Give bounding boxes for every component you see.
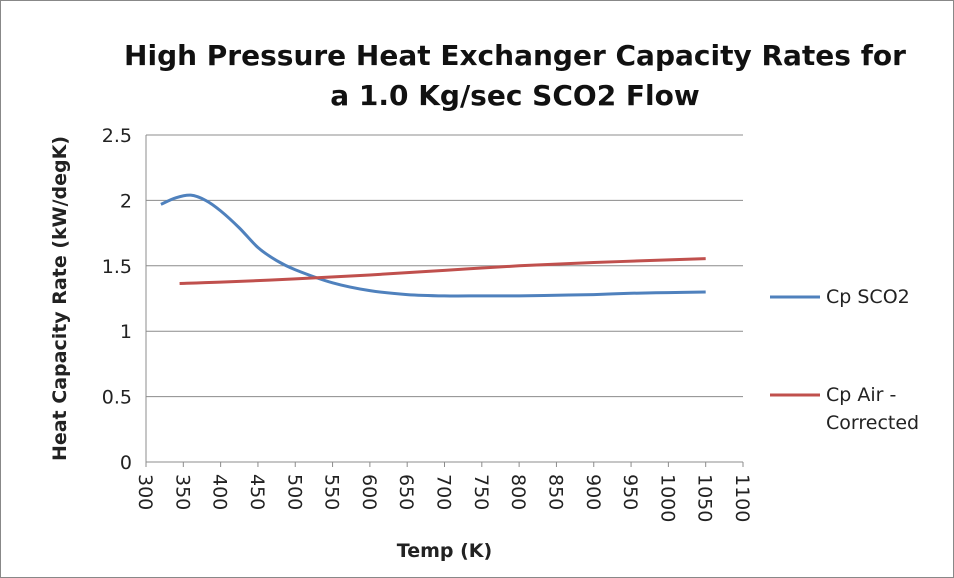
x-tick-label: 600 — [358, 474, 380, 510]
x-tick-label: 1050 — [694, 474, 716, 522]
x-tick-label: 750 — [470, 474, 492, 510]
y-tick-label: 1.5 — [102, 256, 132, 278]
y-tick-label: 0.5 — [102, 387, 132, 409]
x-tick-label: 900 — [582, 474, 604, 510]
x-tick-label: 350 — [171, 474, 193, 510]
x-tick-label: 650 — [395, 474, 417, 510]
x-tick-label: 800 — [507, 474, 529, 510]
x-axis-label: Temp (K) — [397, 540, 492, 562]
line-series — [179, 257, 706, 285]
x-tick-label: 850 — [544, 474, 566, 510]
y-tick-label: 2.5 — [102, 125, 132, 147]
x-tick-label: 1100 — [731, 474, 753, 522]
y-axis-label: Heat Capacity Rate (kW/degK) — [49, 136, 71, 461]
x-tick-label: 1000 — [656, 474, 678, 522]
x-tick-label: 950 — [619, 474, 641, 510]
x-tick-label: 700 — [433, 474, 455, 510]
x-tick-label: 450 — [246, 474, 268, 510]
y-tick-label: 1 — [120, 321, 132, 343]
legend-label: Cp Air - Corrected — [826, 384, 920, 434]
line-series — [160, 193, 706, 298]
legend-label: Cp SCO2 — [826, 286, 910, 308]
chart-title: High Pressure Heat Exchanger Capacity Ra… — [124, 39, 906, 112]
x-tick-label: 400 — [209, 474, 231, 510]
y-tick-label: 2 — [120, 190, 132, 212]
x-tick-label: 300 — [134, 474, 156, 510]
x-tick-label: 500 — [283, 474, 305, 510]
x-tick-label: 550 — [321, 474, 343, 510]
y-tick-label: 0 — [120, 452, 132, 474]
